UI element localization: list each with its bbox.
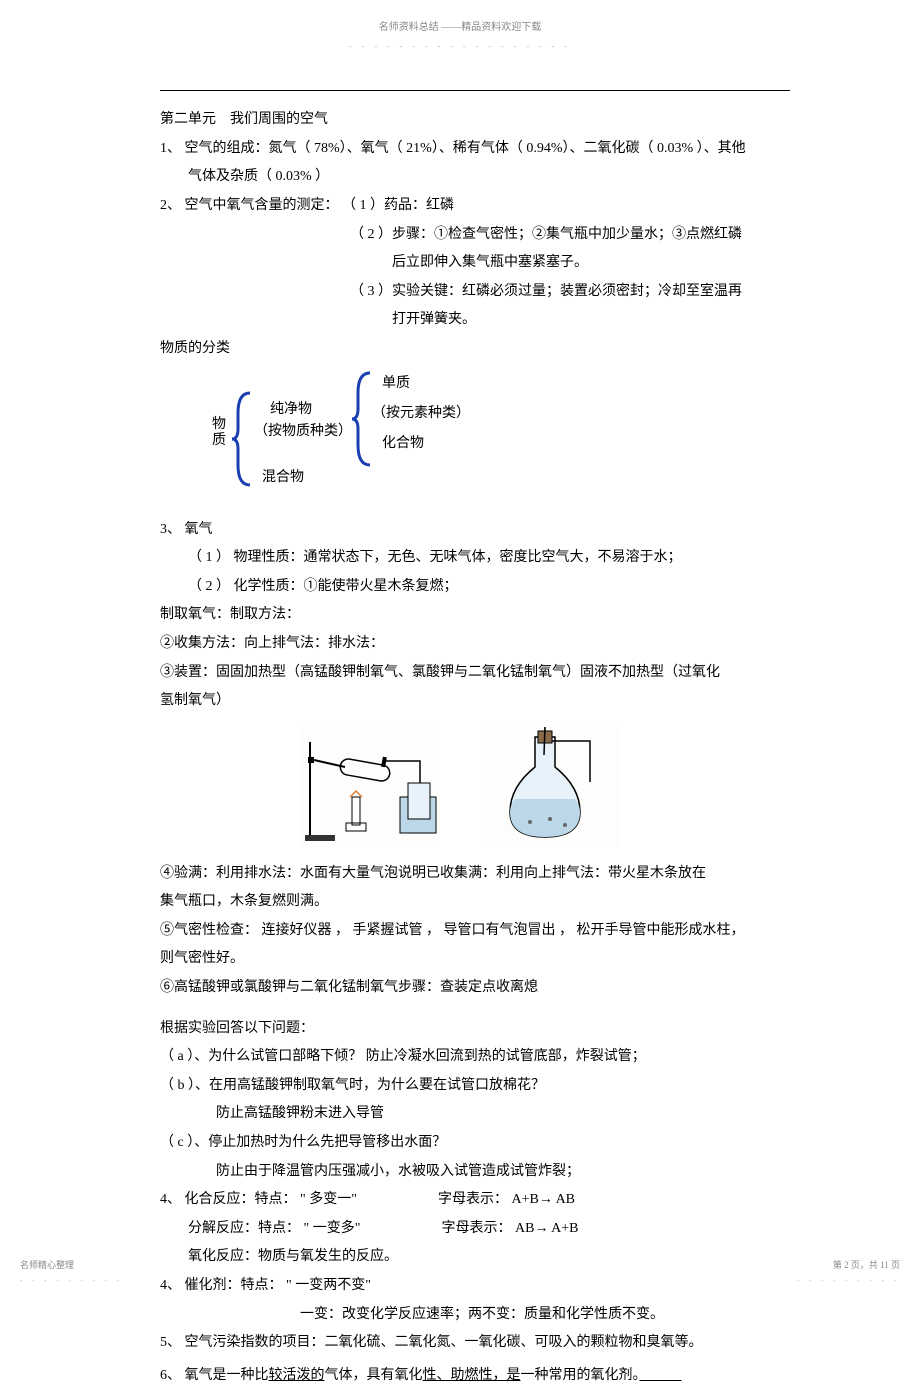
item-2-step3a: （ 3 ）实验关键：红磷必须过量；装置必须密封；冷却至室温再	[160, 279, 790, 306]
classification-diagram: 物质 纯净物 （按物质种类） 混合物 单质 （按元素种类） 化合物	[212, 373, 790, 503]
unit-title: 第二单元 我们周围的空气	[160, 107, 790, 134]
qa-a: （ a ）、为什么试管口部略下倾？ 防止冷凝水回流到热的试管底部，炸裂试管；	[160, 1044, 790, 1071]
item-2-step3b: 打开弹簧夹。	[160, 307, 790, 334]
diag-mix: 混合物	[262, 465, 304, 492]
apparatus-heating-icon	[300, 727, 440, 847]
qa-b2: 防止高锰酸钾粉末进入导管	[160, 1101, 790, 1128]
item-6-u1: 较活泼的	[269, 1368, 325, 1383]
item-3-label: 3、	[160, 522, 181, 537]
rx-r1b: 字母表示： A+B→ AB	[438, 1192, 575, 1207]
diag-by-kind: （按物质种类）	[254, 419, 352, 446]
footer-left-text: 名师精心整理	[20, 1257, 123, 1274]
footer-left-dots: - - - - - - - - -	[20, 1274, 123, 1287]
diag-root: 物质	[212, 417, 226, 451]
diag-compound: 化合物	[382, 431, 424, 458]
footer-left: 名师精心整理 - - - - - - - - -	[20, 1257, 123, 1287]
item-6: 6、 氧气是一种比较活泼的气体，具有氧化性、助燃性，是一种常用的氧化剂。	[160, 1363, 790, 1389]
header-dots: - - - - - - - - - - - - - - - - - -	[0, 39, 920, 54]
diag-simple: 单质	[382, 371, 410, 398]
footer-right: 第 2 页，共 11 页 - - - - - - - - -	[797, 1257, 900, 1287]
post-p5a: ⑤气密性检查： 连接好仪器 ， 手紧握试管 ， 导管口有气泡冒出 ， 松开手导管…	[160, 918, 790, 945]
classify-title: 物质的分类	[160, 336, 790, 363]
post-p6: ⑥高锰酸钾或氯酸钾与二氧化锰制氧气步骤：查装定点收离熄	[160, 975, 790, 1002]
header-note: 名师资料总结 ——精品资料欢迎下载	[0, 0, 920, 37]
brace-right-icon	[352, 371, 374, 467]
qa-c: （ c ）、停止加热时为什么先把导管移出水面？	[160, 1130, 790, 1157]
item-1-cont: 气体及杂质（ 0.03% ）	[160, 164, 790, 191]
rx-r2: 分解反应：特点： " 一变多"	[188, 1216, 438, 1243]
item-3-head: 3、 氧气	[160, 517, 790, 544]
footer-right-dots: - - - - - - - - -	[797, 1274, 900, 1287]
qa-c2: 防止由于降温管内压强减小，水被吸入试管造成试管炸裂；	[160, 1159, 790, 1186]
item-2-step2b: 后立即伸入集气瓶中塞紧塞子。	[160, 250, 790, 277]
apparatus-flask-icon	[480, 727, 620, 847]
item-5-label: 5、	[160, 1335, 181, 1350]
footer: 名师精心整理 - - - - - - - - - 第 2 页，共 11 页 - …	[20, 1257, 900, 1287]
post-p5b: 则气密性好。	[160, 946, 790, 973]
post-p4b: 集气瓶口，木条复燃则满。	[160, 889, 790, 916]
item-6-post: 一种常用的氧化剂。	[521, 1368, 640, 1383]
page-content: 第二单元 我们周围的空气 1、 空气的组成：氮气（ 78%）、氧气（ 21%）、…	[0, 54, 920, 1389]
item-6-blank	[640, 1368, 682, 1383]
rx-label: 4、	[160, 1192, 181, 1207]
item-3-device: ③装置：固固加热型（高锰酸钾制氧气、氯酸钾与二氧化锰制氧气）固液不加热型（过氧化	[160, 660, 790, 687]
item-1-text: 空气的组成：氮气（ 78%）、氧气（ 21%）、稀有气体（ 0.94%）、二氧化…	[185, 141, 746, 156]
item-2-step2a: （ 2 ）步骤：①检查气密性；②集气瓶中加少量水；③点燃红磷	[160, 222, 790, 249]
rx-line2: 分解反应：特点： " 一变多" 字母表示： AB→ A+B	[160, 1216, 790, 1243]
brace-left-icon	[232, 391, 254, 487]
item-3-p1: （ 1 ） 物理性质：通常状态下，无色、无味气体，密度比空气大，不易溶于水；	[160, 545, 790, 572]
item-1-line1: 1、 空气的组成：氮气（ 78%）、氧气（ 21%）、稀有气体（ 0.94%）、…	[160, 136, 790, 163]
item-3-prep: 制取氧气：制取方法：	[160, 602, 790, 629]
item-5: 5、 空气污染指数的项目：二氧化硫、二氧化氮、一氧化碳、可吸入的颗粒物和臭氧等。	[160, 1330, 790, 1357]
item-6-u2: 性、助燃性，是	[423, 1368, 521, 1383]
rx-r2b: 字母表示： AB→ A+B	[442, 1221, 579, 1236]
footer-right-text: 第 2 页，共 11 页	[797, 1257, 900, 1274]
rx-r1: 化合反应：特点： " 多变一"	[185, 1187, 435, 1214]
qa-b: （ b ）、在用高锰酸钾制取氧气时，为什么要在试管口放棉花？	[160, 1073, 790, 1100]
item-3-device2: 氢制氧气）	[160, 688, 790, 715]
item-2-head: 2、 空气中氧气含量的测定： （ 1 ）药品：红磷	[160, 193, 790, 220]
item-5-text: 空气污染指数的项目：二氧化硫、二氧化氮、一氧化碳、可吸入的颗粒物和臭氧等。	[185, 1335, 703, 1350]
item-6-mid: 气体，具有氧化	[325, 1368, 423, 1383]
item-2-label: 2、	[160, 198, 181, 213]
rx-line1: 4、 化合反应：特点： " 多变一" 字母表示： A+B→ AB	[160, 1187, 790, 1214]
diag-by-elem: （按元素种类）	[372, 401, 470, 428]
post-p4: ④验满：利用排水法：水面有大量气泡说明已收集满：利用向上排气法：带火星木条放在	[160, 861, 790, 888]
catalyst-body: 一变：改变化学反应速率；两不变：质量和化学性质不变。	[160, 1302, 790, 1329]
item-1-label: 1、	[160, 141, 181, 156]
item-3-collect: ②收集方法：向上排气法：排水法：	[160, 631, 790, 658]
apparatus-figures	[300, 727, 790, 847]
item-6-pre: 氧气是一种比	[185, 1368, 269, 1383]
top-rule	[160, 90, 790, 91]
item-2-text: 空气中氧气含量的测定： （ 1 ）药品：红磷	[185, 198, 455, 213]
item-3-text: 氧气	[185, 522, 213, 537]
item-6-label: 6、	[160, 1368, 181, 1383]
item-3-p2: （ 2 ） 化学性质：①能使带火星木条复燃；	[160, 574, 790, 601]
qa-head: 根据实验回答以下问题：	[160, 1016, 790, 1043]
